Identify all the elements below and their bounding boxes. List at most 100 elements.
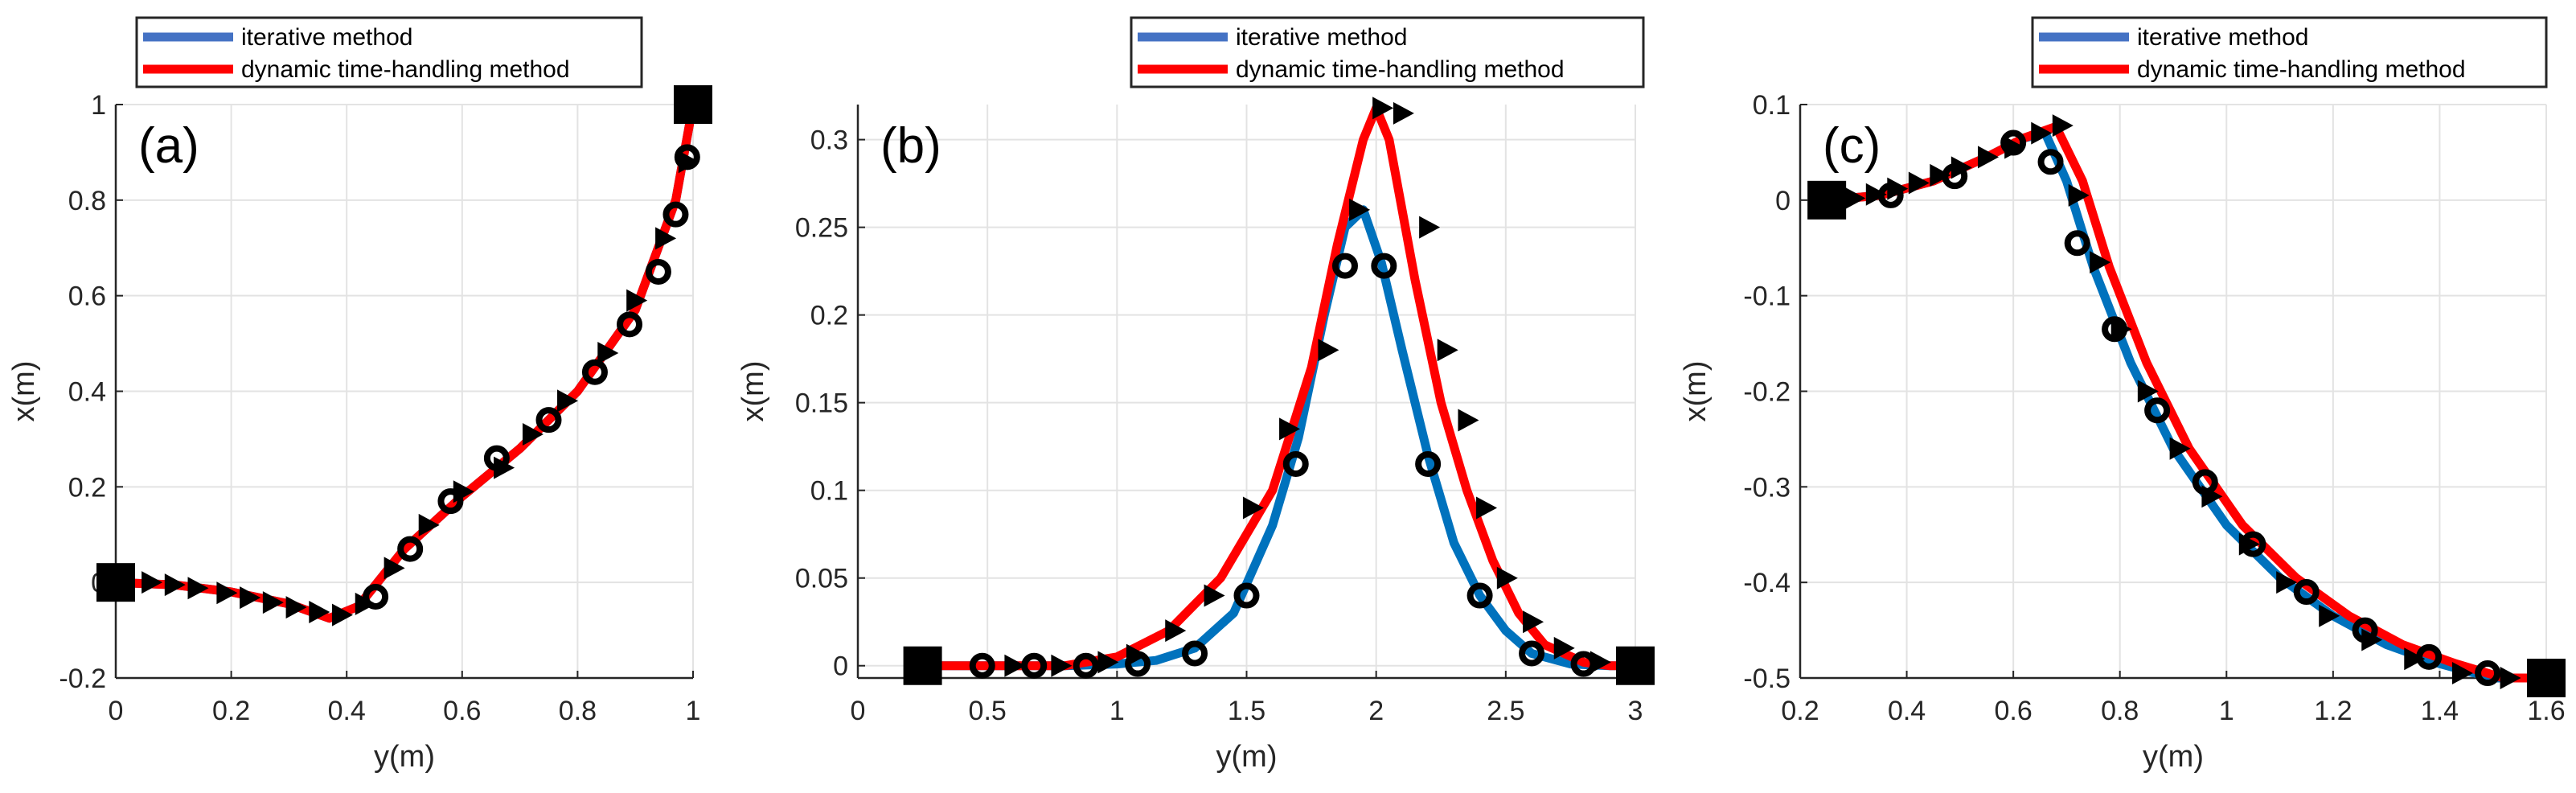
legend-label: dynamic time-handling method: [1236, 56, 1565, 83]
y-tick-label: -0.1: [1743, 281, 1790, 312]
circle-marker: [1415, 450, 1442, 477]
triangle-marker: [1419, 216, 1441, 239]
circle-marker: [1282, 450, 1309, 477]
x-tick-label: 1: [686, 696, 701, 726]
circle-marker: [437, 488, 464, 515]
triangle-marker: [164, 573, 186, 597]
triangle-marker: [2319, 604, 2340, 627]
circle-marker: [2000, 129, 2027, 156]
triangle-marker: [1242, 496, 1264, 520]
square-marker: [1807, 180, 1847, 220]
panel-label: (c): [1823, 118, 1881, 174]
y-tick-label: -0.2: [1743, 377, 1790, 408]
y-tick-label: 0.15: [795, 388, 848, 419]
triangle-marker: [142, 571, 163, 594]
triangle-marker: [1844, 187, 1866, 210]
triangle-marker: [1496, 566, 1518, 590]
triangle-marker: [2052, 114, 2074, 138]
circle-marker: [1125, 651, 1151, 677]
circle-marker: [1519, 640, 1545, 667]
circle-marker: [617, 311, 643, 338]
grid: [115, 104, 694, 679]
x-tick-label: 2: [1368, 696, 1384, 726]
x-tick-label: 0.4: [1888, 696, 1926, 726]
triangle-marker: [2031, 121, 2053, 145]
triangle-marker: [597, 341, 619, 364]
triangle-marker: [1978, 146, 1999, 169]
triangle-marker: [1476, 496, 1498, 520]
x-tick-label: 0.8: [2101, 696, 2139, 726]
circle-marker: [2144, 397, 2171, 424]
y-tick-label: -0.2: [59, 664, 106, 694]
chart-panel-1: 00.20.40.60.81-0.200.20.40.60.81y(m)x(m)…: [7, 16, 712, 774]
legend-box: [135, 16, 643, 88]
triangle-marker: [522, 422, 544, 446]
x-tick-label: 0: [851, 696, 866, 726]
circle-marker: [1073, 652, 1099, 679]
chart-panel-2: 0 0.5 1 1.5 2 2.5 3 0 0.05 0.1 0.15 0.2 0.25 0.3 y(m) x…: [736, 16, 1655, 774]
x-tick-label: 0.6: [1995, 696, 2032, 726]
circle-marker: [1233, 582, 1260, 609]
x-tick-label: 1: [1110, 696, 1125, 726]
square-markers: [1807, 180, 2566, 697]
legend-label: iterative method: [2137, 24, 2308, 51]
triangle-marker: [2451, 662, 2473, 685]
triangle-markers: [1844, 114, 2521, 689]
panel-label: (a): [138, 118, 199, 174]
triangle-marker: [309, 601, 330, 624]
triangle-marker: [626, 289, 648, 312]
legend: iterative method dynamic time-handling me…: [135, 16, 643, 88]
y-tick-label: 1: [91, 90, 106, 121]
x-tick-label: 1.4: [2421, 696, 2459, 726]
circle-marker: [662, 201, 689, 228]
triangle-marker: [240, 586, 261, 610]
triangle-marker: [216, 581, 238, 605]
circle-marker: [1942, 163, 1968, 190]
x-tick-label: 0.6: [443, 696, 481, 726]
y-axis-label: x(m): [1679, 361, 1713, 422]
triangle-marker: [418, 513, 440, 536]
legend: iterative method dynamic time-handling me…: [1130, 16, 1645, 88]
legend-box: [2031, 16, 2548, 88]
triangle-marker: [1004, 654, 1026, 677]
triangle-marker: [1349, 198, 1371, 221]
circle-marker: [2102, 316, 2128, 343]
y-tick-label: -0.4: [1743, 568, 1790, 598]
x-axis-label: y(m): [1216, 740, 1278, 774]
x-tick-label: 0.5: [969, 696, 1007, 726]
panel-label: (b): [880, 118, 941, 174]
triangle-marker: [655, 227, 677, 250]
square-markers: [96, 85, 712, 602]
circle-marker: [581, 359, 608, 385]
triangle-marker: [1458, 409, 1479, 432]
triangle-marker: [1437, 339, 1458, 362]
triangle-marker: [1279, 417, 1301, 441]
y-tick-label: 0.4: [68, 377, 106, 408]
iterative-method-line: [918, 205, 1640, 671]
legend-box: [1130, 16, 1645, 88]
circle-marker: [2416, 643, 2443, 670]
circle-marker: [363, 583, 389, 610]
x-tick-label: 1: [2219, 696, 2234, 726]
triangle-marker: [1165, 619, 1187, 643]
y-axis-label: x(m): [7, 361, 41, 422]
x-tick-label: 0: [109, 696, 124, 726]
circle-marker: [2240, 531, 2266, 557]
x-axis-label: y(m): [374, 740, 435, 774]
y-tick-label: -0.3: [1743, 472, 1790, 503]
triangle-marker: [1051, 654, 1073, 677]
triangle-marker: [2068, 183, 2090, 207]
x-tick-label: 2.5: [1487, 696, 1524, 726]
legend-label: iterative method: [1236, 24, 1407, 51]
y-tick-label: 0: [1775, 186, 1790, 216]
y-tick-label: 0.1: [1753, 90, 1790, 121]
circle-marker: [1466, 582, 1493, 609]
legend-label: dynamic time-handling method: [2137, 56, 2466, 83]
triangle-marker: [2500, 667, 2521, 689]
y-tick-label: 0.8: [68, 186, 106, 216]
circle-markers: [1877, 129, 2501, 687]
y-tick-label: -0.5: [1743, 664, 1790, 694]
triangle-marker: [1318, 339, 1339, 362]
y-tick-label: 0: [833, 651, 848, 682]
square-marker: [96, 563, 135, 602]
